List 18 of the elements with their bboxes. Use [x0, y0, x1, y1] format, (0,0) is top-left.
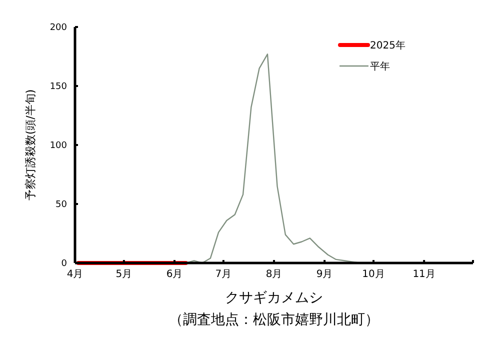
x-tick-label: 4月 [66, 269, 84, 280]
legend-label: 平年 [370, 60, 390, 72]
x-tick-label: 8月 [266, 269, 282, 280]
y-tick-label: 100 [50, 141, 68, 152]
x-tick-label: 5月 [116, 269, 132, 280]
x-tick-label: 9月 [316, 269, 333, 280]
y-tick-label: 0 [61, 259, 68, 270]
y-tick-label: 200 [50, 23, 68, 34]
text: （調査地点：松阪市嬉野川北町） [169, 312, 379, 328]
y-tick-label: 150 [50, 82, 68, 92]
x-tick-label: 6月 [166, 269, 183, 280]
y-axis-title: 予察灯誘殺数(頭/半旬) [24, 89, 37, 201]
x-tick-label: 10月 [362, 269, 385, 280]
legend-label: 2025年 [370, 40, 406, 52]
y-tick-label: 50 [56, 200, 68, 210]
x-axis-title: クサギカメムシ [225, 290, 323, 306]
x-tick-label: 7月 [215, 269, 232, 280]
x-tick-label: 11月 [412, 269, 436, 280]
